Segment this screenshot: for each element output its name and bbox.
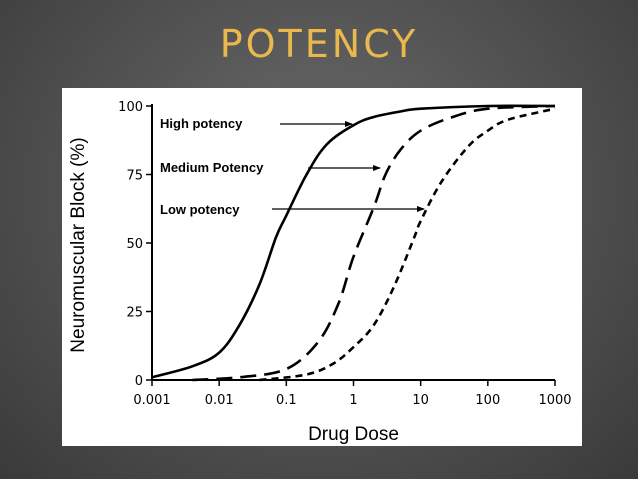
dose-response-chart: 0.001 0.01 0.1 1 10 100 1000 0 25 50 75 100 High po… xyxy=(68,100,572,445)
y-tick-label-1: 25 xyxy=(126,306,143,321)
annotation-label-2: Low potency xyxy=(160,202,240,217)
slide-title: POTENCY xyxy=(219,22,419,66)
annotation-label-0: High potency xyxy=(160,116,243,131)
high-potency-curve xyxy=(151,104,556,379)
annotations: High potency Medium Potency Low potency xyxy=(160,116,425,217)
low-potency-curve xyxy=(259,107,556,382)
y-tick-label-0: 0 xyxy=(135,374,143,389)
x-tick-label-2: 0.1 xyxy=(276,393,297,408)
y-tick-label-4: 100 xyxy=(118,100,143,115)
x-tick-label-6: 1000 xyxy=(538,393,571,408)
y-axis-title: Neuromuscular Block (%) xyxy=(68,137,89,352)
x-axis-title: Drug Dose xyxy=(308,424,399,445)
y-tick-label-2: 50 xyxy=(126,237,143,252)
chart-panel: 0.001 0.01 0.1 1 10 100 1000 0 25 50 75 100 High po… xyxy=(62,88,582,446)
medium-potency-curve xyxy=(192,104,556,382)
y-tick-label-3: 75 xyxy=(126,169,143,184)
ticks: 0.001 0.01 0.1 1 10 100 1000 0 25 50 75 100 xyxy=(118,100,571,408)
annotation-label-1: Medium Potency xyxy=(160,160,264,175)
curves xyxy=(151,104,556,382)
x-tick-label-4: 10 xyxy=(412,393,429,408)
axes xyxy=(151,104,555,381)
x-tick-label-1: 0.01 xyxy=(205,393,234,408)
x-tick-label-3: 1 xyxy=(349,393,357,408)
x-tick-label-5: 100 xyxy=(475,393,500,408)
x-tick-label-0: 0.001 xyxy=(133,393,170,408)
